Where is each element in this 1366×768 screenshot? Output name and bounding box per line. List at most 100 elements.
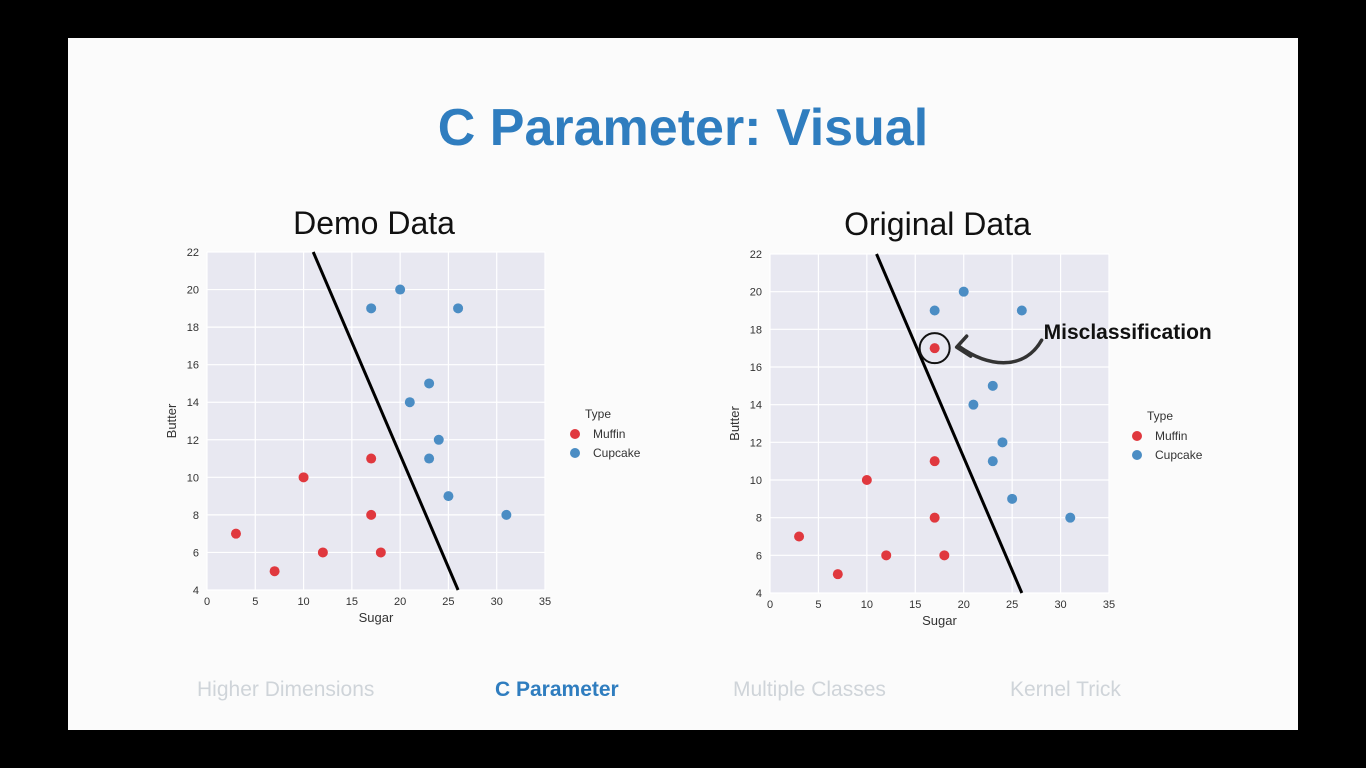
slide-title: C Parameter: Visual: [437, 99, 929, 157]
nav-kernel-trick[interactable]: Kernel Trick: [1010, 678, 1121, 701]
cupcake-point: [987, 380, 998, 391]
x-tick-label: 25: [442, 596, 454, 608]
decision-boundary: [875, 253, 1024, 594]
x-axis-label: Sugar: [359, 610, 394, 625]
nav-c-parameter[interactable]: C Parameter: [495, 678, 619, 701]
x-tick-label: 25: [1006, 599, 1018, 611]
muffin-point: [366, 509, 377, 520]
x-tick-label: 5: [252, 596, 258, 608]
cupcake-point: [366, 303, 377, 314]
cupcake-point: [958, 286, 969, 297]
muffin-point: [298, 472, 309, 483]
muffin-point: [939, 550, 950, 561]
x-tick-label: 5: [815, 599, 821, 611]
x-tick-label: 35: [1103, 599, 1115, 611]
muffin-point: [269, 566, 280, 577]
y-tick-label: 6: [193, 547, 199, 559]
muffin-point: [929, 456, 940, 467]
muffin-point: [861, 475, 872, 485]
cupcake-point: [433, 434, 444, 445]
cupcake-point: [443, 491, 454, 502]
muffin-point: [230, 528, 241, 539]
muffin-point: [317, 547, 328, 558]
plot-area: [770, 254, 1109, 593]
legend-marker-cupcake: [570, 448, 580, 458]
y-tick-label: 20: [750, 287, 762, 299]
muffin-point: [929, 343, 940, 354]
muffin-point: [794, 531, 805, 542]
cupcake-point: [404, 397, 415, 408]
legend-entry-muffin: Muffin: [1155, 429, 1187, 443]
x-tick-label: 20: [394, 596, 406, 608]
legend-title: Type: [585, 407, 611, 421]
y-tick-label: 4: [756, 588, 762, 600]
chart-original-data: 0 5 10 15 20 25 30 35 4 6 8 10 12 14 16 18 20 22 Sugar Butt…: [727, 206, 1212, 628]
y-tick-label: 18: [187, 322, 199, 334]
y-tick-label: 8: [756, 513, 762, 525]
y-tick-label: 14: [750, 400, 762, 412]
chart-title: Original Data: [844, 206, 1031, 242]
nav-higher-dimensions[interactable]: Higher Dimensions: [197, 678, 375, 701]
legend-marker-cupcake: [1132, 450, 1142, 460]
x-tick-label: 0: [204, 596, 210, 608]
nav-multiple-classes[interactable]: Multiple Classes: [733, 678, 886, 701]
y-axis-label: Butter: [164, 403, 179, 438]
legend-entry-cupcake: Cupcake: [593, 446, 641, 460]
annotation-arrowhead: [954, 334, 973, 358]
y-tick-label: 22: [187, 247, 199, 259]
y-tick-label: 10: [750, 475, 762, 487]
muffin-point: [375, 547, 386, 558]
x-tick-label: 30: [1054, 599, 1066, 611]
annotation-arrow: [956, 338, 1044, 365]
section-nav: Higher Dimensions C Parameter Multiple C…: [68, 678, 1298, 718]
y-tick-label: 16: [750, 362, 762, 374]
cupcake-point: [424, 453, 435, 464]
x-tick-label: 30: [491, 596, 503, 608]
legend-marker-muffin: [1132, 431, 1142, 441]
cupcake-point: [424, 378, 435, 389]
y-tick-label: 6: [756, 550, 762, 562]
cupcake-point: [968, 399, 979, 410]
muffin-point: [832, 569, 843, 580]
y-tick-label: 12: [750, 437, 762, 449]
x-tick-label: 0: [767, 599, 773, 611]
misclassification-circle: [918, 332, 951, 365]
x-tick-label: 15: [909, 599, 921, 611]
annotation-label: Misclassification: [1044, 321, 1212, 344]
cupcake-point: [997, 437, 1008, 448]
legend-entry-muffin: Muffin: [593, 427, 625, 441]
slide: C Parameter: Visual 0 5 10 15 20 25 30 35 4 6 8 10 1…: [68, 38, 1298, 730]
x-tick-label: 10: [297, 596, 309, 608]
legend-entry-cupcake: Cupcake: [1155, 448, 1203, 462]
legend-title: Type: [1147, 409, 1173, 423]
legend-marker-muffin: [570, 429, 580, 439]
cupcake-point: [1065, 512, 1076, 523]
cupcake-point: [395, 284, 406, 295]
y-tick-label: 14: [187, 397, 199, 409]
y-axis-label: Butter: [727, 405, 742, 440]
muffin-point: [366, 453, 377, 464]
muffin-point: [929, 512, 940, 523]
x-tick-label: 10: [861, 599, 873, 611]
cupcake-point: [501, 509, 512, 520]
muffin-point: [881, 550, 892, 561]
y-tick-label: 4: [193, 585, 199, 597]
x-tick-label: 15: [346, 596, 358, 608]
cupcake-point: [987, 456, 998, 467]
cupcake-point: [453, 303, 464, 314]
x-tick-label: 20: [958, 599, 970, 611]
x-axis-label: Sugar: [922, 613, 957, 628]
y-tick-label: 10: [187, 472, 199, 484]
chart-title: Demo Data: [293, 205, 455, 241]
cupcake-point: [929, 305, 940, 316]
cupcake-point: [1007, 493, 1018, 504]
y-tick-label: 16: [187, 360, 199, 372]
y-tick-label: 22: [750, 249, 762, 261]
y-tick-label: 12: [187, 435, 199, 447]
decision-boundary: [311, 251, 460, 591]
y-tick-label: 8: [193, 510, 199, 522]
x-tick-label: 35: [539, 596, 551, 608]
y-tick-label: 18: [750, 324, 762, 336]
cupcake-point: [1016, 305, 1027, 316]
chart-demo-data: 0 5 10 15 20 25 30 35 4 6 8 10 12 14 16 18 20 22 Sugar Butt…: [164, 205, 641, 625]
